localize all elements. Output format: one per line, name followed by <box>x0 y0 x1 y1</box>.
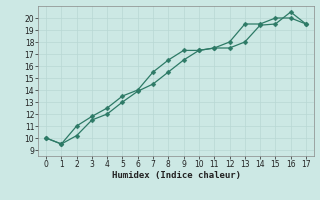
X-axis label: Humidex (Indice chaleur): Humidex (Indice chaleur) <box>111 171 241 180</box>
